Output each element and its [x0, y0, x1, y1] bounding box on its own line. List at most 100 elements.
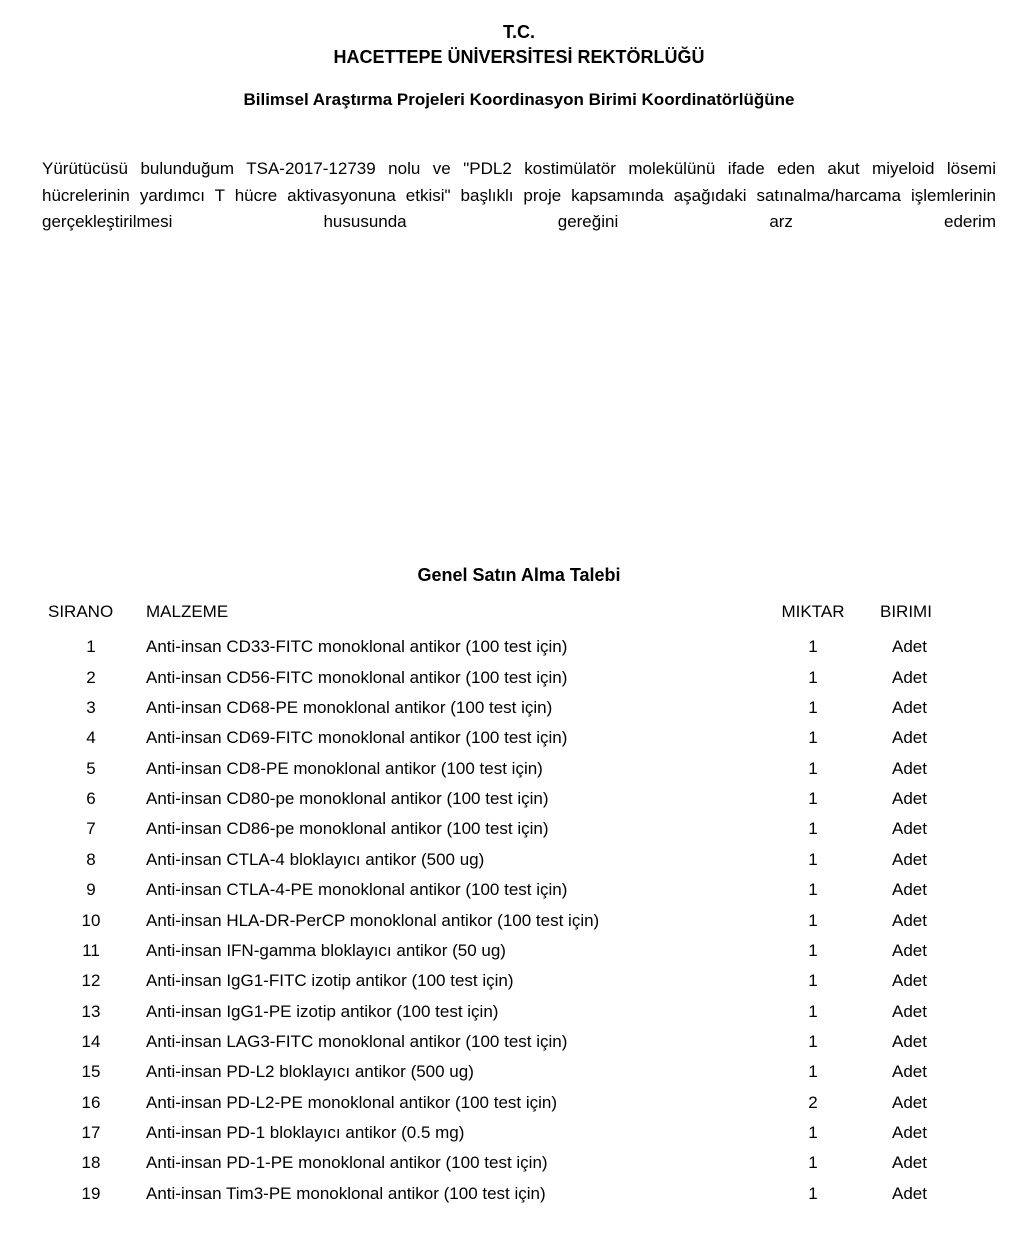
cell-sira: 8 [42, 845, 140, 875]
cell-miktar: 1 [752, 1148, 874, 1178]
table-row: 1Anti-insan CD33-FITC monoklonal antikor… [42, 632, 996, 662]
cell-birimi: Adet [874, 1027, 996, 1057]
cell-malzeme: Anti-insan CD68-PE monoklonal antikor (1… [140, 693, 752, 723]
cell-sira: 7 [42, 814, 140, 844]
cell-malzeme: Anti-insan IFN-gamma bloklayıcı antikor … [140, 936, 752, 966]
cell-miktar: 1 [752, 1179, 874, 1209]
table-row: 14Anti-insan LAG3-FITC monoklonal antiko… [42, 1027, 996, 1057]
cell-birimi: Adet [874, 1088, 996, 1118]
cell-miktar: 2 [752, 1088, 874, 1118]
cell-malzeme: Anti-insan PD-L2-PE monoklonal antikor (… [140, 1088, 752, 1118]
table-row: 6Anti-insan CD80-pe monoklonal antikor (… [42, 784, 996, 814]
cell-miktar: 1 [752, 632, 874, 662]
col-header-sira: SIRANO [42, 598, 140, 632]
cell-malzeme: Anti-insan CD33-FITC monoklonal antikor … [140, 632, 752, 662]
cell-miktar: 1 [752, 1118, 874, 1148]
table-row: 4Anti-insan CD69-FITC monoklonal antikor… [42, 723, 996, 753]
cell-miktar: 1 [752, 723, 874, 753]
cell-malzeme: Anti-insan IgG1-FITC izotip antikor (100… [140, 966, 752, 996]
table-row: 16Anti-insan PD-L2-PE monoklonal antikor… [42, 1088, 996, 1118]
cell-sira: 12 [42, 966, 140, 996]
col-header-miktar: MIKTAR [752, 598, 874, 632]
table-row: 15Anti-insan PD-L2 bloklayıcı antikor (5… [42, 1057, 996, 1087]
cell-sira: 14 [42, 1027, 140, 1057]
cell-birimi: Adet [874, 1118, 996, 1148]
cell-birimi: Adet [874, 966, 996, 996]
cell-miktar: 1 [752, 966, 874, 996]
cell-birimi: Adet [874, 936, 996, 966]
cell-sira: 3 [42, 693, 140, 723]
cell-malzeme: Anti-insan CD80-pe monoklonal antikor (1… [140, 784, 752, 814]
col-header-malzeme: MALZEME [140, 598, 752, 632]
table-row: 3Anti-insan CD68-PE monoklonal antikor (… [42, 693, 996, 723]
cell-sira: 16 [42, 1088, 140, 1118]
table-header-row: SIRANO MALZEME MIKTAR BIRIMI [42, 598, 996, 632]
cell-birimi: Adet [874, 632, 996, 662]
col-header-birimi: BIRIMI [874, 598, 996, 632]
cell-sira: 11 [42, 936, 140, 966]
cell-sira: 5 [42, 754, 140, 784]
cell-birimi: Adet [874, 1148, 996, 1178]
table-row: 10Anti-insan HLA-DR-PerCP monoklonal ant… [42, 906, 996, 936]
cell-sira: 6 [42, 784, 140, 814]
cell-sira: 4 [42, 723, 140, 753]
cell-birimi: Adet [874, 784, 996, 814]
cell-malzeme: Anti-insan CTLA-4 bloklayıcı antikor (50… [140, 845, 752, 875]
cell-sira: 2 [42, 663, 140, 693]
cell-malzeme: Anti-insan HLA-DR-PerCP monoklonal antik… [140, 906, 752, 936]
table-row: 13Anti-insan IgG1-PE izotip antikor (100… [42, 997, 996, 1027]
cell-sira: 17 [42, 1118, 140, 1148]
cell-miktar: 1 [752, 693, 874, 723]
cell-sira: 10 [42, 906, 140, 936]
cell-birimi: Adet [874, 814, 996, 844]
document-page: T.C. HACETTEPE ÜNİVERSİTESİ REKTÖRLÜĞÜ B… [0, 0, 1024, 1237]
cell-malzeme: Anti-insan CD69-FITC monoklonal antikor … [140, 723, 752, 753]
cell-birimi: Adet [874, 663, 996, 693]
cell-sira: 19 [42, 1179, 140, 1209]
cell-birimi: Adet [874, 723, 996, 753]
cell-miktar: 1 [752, 875, 874, 905]
cell-sira: 1 [42, 632, 140, 662]
cell-birimi: Adet [874, 1179, 996, 1209]
cell-sira: 9 [42, 875, 140, 905]
cell-sira: 18 [42, 1148, 140, 1178]
table-row: 8Anti-insan CTLA-4 bloklayıcı antikor (5… [42, 845, 996, 875]
cell-malzeme: Anti-insan Tim3-PE monoklonal antikor (1… [140, 1179, 752, 1209]
cell-miktar: 1 [752, 663, 874, 693]
letterhead-line2: HACETTEPE ÜNİVERSİTESİ REKTÖRLÜĞÜ [42, 45, 996, 70]
cell-malzeme: Anti-insan PD-1 bloklayıcı antikor (0.5 … [140, 1118, 752, 1148]
table-row: 17Anti-insan PD-1 bloklayıcı antikor (0.… [42, 1118, 996, 1148]
cell-miktar: 1 [752, 845, 874, 875]
table-row: 12Anti-insan IgG1-FITC izotip antikor (1… [42, 966, 996, 996]
cell-birimi: Adet [874, 875, 996, 905]
cell-malzeme: Anti-insan PD-1-PE monoklonal antikor (1… [140, 1148, 752, 1178]
table-row: 2Anti-insan CD56-FITC monoklonal antikor… [42, 663, 996, 693]
cell-sira: 13 [42, 997, 140, 1027]
cell-miktar: 1 [752, 997, 874, 1027]
addressee-line: Bilimsel Araştırma Projeleri Koordinasyo… [42, 90, 996, 110]
cell-miktar: 1 [752, 1027, 874, 1057]
letterhead: T.C. HACETTEPE ÜNİVERSİTESİ REKTÖRLÜĞÜ [42, 20, 996, 70]
cell-malzeme: Anti-insan IgG1-PE izotip antikor (100 t… [140, 997, 752, 1027]
request-paragraph: Yürütücüsü bulunduğum TSA-2017-12739 nol… [42, 156, 996, 235]
table-title: Genel Satın Alma Talebi [42, 565, 996, 586]
table-row: 11Anti-insan IFN-gamma bloklayıcı antiko… [42, 936, 996, 966]
table-row: 5Anti-insan CD8-PE monoklonal antikor (1… [42, 754, 996, 784]
cell-birimi: Adet [874, 1057, 996, 1087]
cell-birimi: Adet [874, 845, 996, 875]
cell-birimi: Adet [874, 906, 996, 936]
table-row: 7Anti-insan CD86-pe monoklonal antikor (… [42, 814, 996, 844]
cell-malzeme: Anti-insan CTLA-4-PE monoklonal antikor … [140, 875, 752, 905]
cell-miktar: 1 [752, 936, 874, 966]
table-row: 9Anti-insan CTLA-4-PE monoklonal antikor… [42, 875, 996, 905]
cell-miktar: 1 [752, 784, 874, 814]
cell-miktar: 1 [752, 754, 874, 784]
table-row: 18Anti-insan PD-1-PE monoklonal antikor … [42, 1148, 996, 1178]
cell-sira: 15 [42, 1057, 140, 1087]
cell-birimi: Adet [874, 693, 996, 723]
cell-malzeme: Anti-insan CD86-pe monoklonal antikor (1… [140, 814, 752, 844]
table-row: 19Anti-insan Tim3-PE monoklonal antikor … [42, 1179, 996, 1209]
cell-birimi: Adet [874, 997, 996, 1027]
cell-malzeme: Anti-insan CD56-FITC monoklonal antikor … [140, 663, 752, 693]
cell-miktar: 1 [752, 1057, 874, 1087]
